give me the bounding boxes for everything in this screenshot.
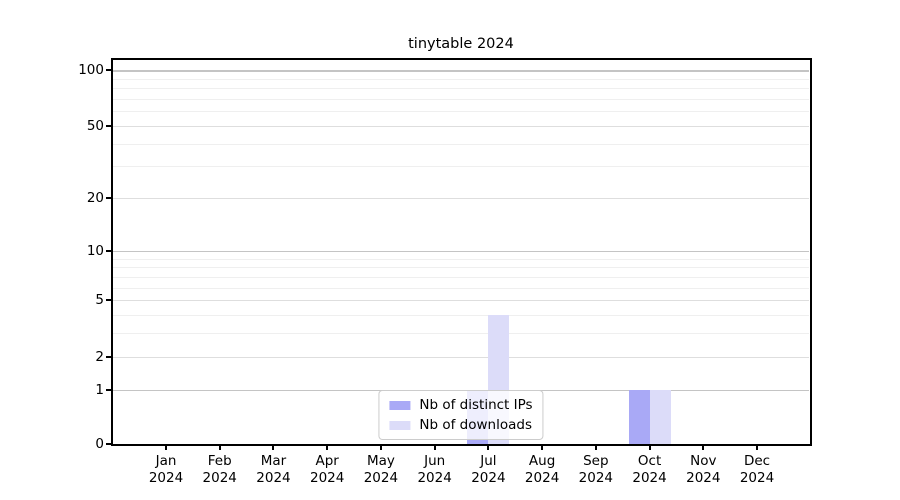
y-tick-label: 2 [95,348,104,365]
x-tick [541,444,544,450]
chart-title: tinytable 2024 [408,36,514,52]
gridline-minor [113,258,809,260]
gridline-minor [113,143,809,145]
x-tick-label: Sep 2024 [578,453,613,486]
y-tick-label: 5 [95,292,104,309]
gridline-minor [113,166,809,168]
x-tick-label: Apr 2024 [310,453,345,486]
x-tick [648,444,651,450]
y-tick-label: 10 [86,242,104,259]
x-tick-label: Oct 2024 [632,453,667,486]
y-tick [106,197,113,200]
gridline-minor [113,267,809,269]
y-tick [106,249,113,252]
y-tick [106,299,113,302]
gridline-minor [113,78,809,80]
x-tick-label: Jan 2024 [148,453,184,486]
y-tick-label: 50 [86,117,104,134]
gridline-major [113,198,809,200]
x-tick [433,444,436,450]
x-tick [379,444,382,450]
gridline-minor [113,314,809,316]
x-tick [272,444,275,450]
y-tick-label: 1 [95,381,104,398]
x-tick [594,444,597,450]
y-tick [106,443,113,445]
gridline-major [113,125,809,127]
gridline-minor [113,287,809,289]
plot-area: Nb of distinct IPs Nb of downloads [113,60,809,444]
bar-distinct-ips-oct [628,389,650,444]
bar-downloads-oct [649,389,671,444]
x-tick [487,444,490,450]
gridline-major [113,70,809,72]
y-tick-label: 100 [78,62,104,79]
legend-label-downloads: Nb of downloads [419,417,532,433]
y-tick [106,388,113,391]
x-tick-label: Jul 2024 [471,453,506,486]
y-tick [106,355,113,358]
x-tick-label: Feb 2024 [202,453,237,486]
x-tick [218,444,221,450]
legend-swatch-downloads [389,420,411,430]
x-tick-label: Aug 2024 [524,453,560,486]
gridline-minor [113,276,809,278]
gridline-minor [113,333,809,335]
x-tick-label: Jun 2024 [417,453,452,486]
y-tick-label: 0 [95,436,104,452]
legend-swatch-distinct-ips [389,400,411,410]
x-tick-label: Dec 2024 [739,453,775,486]
legend: Nb of distinct IPs Nb of downloads [378,390,544,440]
legend-label-distinct-ips: Nb of distinct IPs [419,397,533,413]
y-tick [106,69,113,72]
x-tick-label: Mar 2024 [256,453,291,486]
gridline-major [113,300,809,302]
gridline-minor [113,98,809,100]
x-tick-label: May 2024 [363,453,399,486]
x-tick [165,444,167,450]
x-tick [756,444,759,450]
y-tick-label: 20 [86,190,104,207]
gridline-minor [113,111,809,113]
gridline-major [113,250,809,253]
gridline-major [113,356,809,358]
gridline-minor [113,88,809,90]
legend-item-downloads: Nb of downloads [389,417,532,433]
y-tick [106,124,113,127]
x-tick [702,444,705,450]
x-tick [326,444,329,450]
x-tick-label: Nov 2024 [686,453,721,486]
legend-item-distinct-ips: Nb of distinct IPs [389,397,533,413]
